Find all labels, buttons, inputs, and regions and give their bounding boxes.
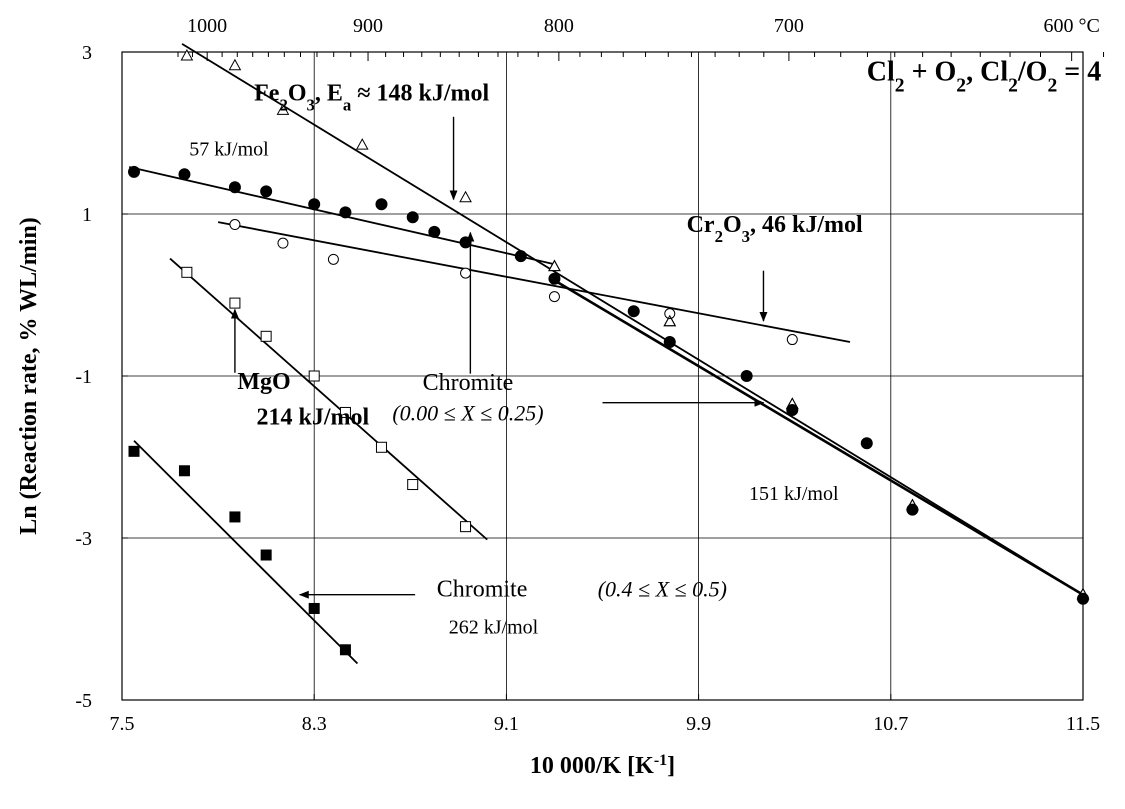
y-tick-label: 1 <box>82 204 92 226</box>
top-tick-label: 1000 <box>187 15 227 37</box>
data-point-filled-circle <box>740 370 753 382</box>
data-point-filled-circle <box>178 168 191 181</box>
data-point-open-circle <box>327 253 339 265</box>
fit-line <box>553 279 1084 596</box>
data-point-open-circle <box>786 334 798 346</box>
x-tick-label: 9.1 <box>494 713 519 735</box>
data-point-open-circle <box>548 291 560 303</box>
data-point-filled-circle <box>228 181 241 194</box>
data-point-triangle <box>276 103 290 115</box>
data-point-filled-circle <box>375 198 388 211</box>
data-point-open-circle <box>229 219 241 231</box>
data-point-open-square <box>460 521 472 533</box>
annotation-text: Fe2O3, Ea ≈ 148 kJ/mol <box>254 81 489 115</box>
top-tick-label: 700 <box>774 15 804 37</box>
data-point-filled-circle <box>428 225 441 238</box>
data-point-filled-circle <box>406 211 419 224</box>
data-point-open-square <box>181 266 193 278</box>
annotation-text: 57 kJ/mol <box>189 139 269 161</box>
arrows <box>230 116 768 599</box>
y-tick-label: -5 <box>75 690 92 712</box>
data-point-open-square <box>260 330 272 342</box>
data-point-triangle-overlay <box>663 314 677 327</box>
data-point-filled-square <box>229 511 241 523</box>
data-point-open-circle <box>277 237 289 249</box>
data-point-triangle <box>459 190 472 203</box>
data-point-filled-square <box>339 644 351 656</box>
annotation-text: Cl2 + O2, Cl2/O2 = 4 <box>867 56 1101 96</box>
annotation-text: 214 kJ/mol <box>257 405 370 431</box>
data-point-open-square <box>229 297 241 309</box>
annotation-text: MgO <box>237 369 290 395</box>
data-point-open-square <box>308 370 320 382</box>
annotation-text: 262 kJ/mol <box>449 617 539 639</box>
data-point-filled-square <box>260 549 272 561</box>
top-tick-label: 800 <box>544 15 574 37</box>
x-axis-label: 10 000/K [K-1] <box>530 752 675 780</box>
data-point-open-square <box>375 441 387 453</box>
tick-labels: 7.5 8.3 9.1 9.9 10.7 11.5 -5 -3 -1 1 3 1000 900 800 70… <box>75 15 1105 735</box>
data-points <box>128 49 1090 656</box>
data-point-filled-square <box>308 602 320 614</box>
data-point-triangle <box>548 259 561 272</box>
data-point-triangle-overlay <box>906 498 919 511</box>
y-tick-label: 3 <box>82 42 92 64</box>
top-tick-label: 900 <box>353 15 383 37</box>
annotation-text: Cr2O3, 46 kJ/mol <box>687 212 863 246</box>
x-tick-label: 10.7 <box>873 713 908 735</box>
fit-line <box>181 43 1084 596</box>
x-tick-label: 7.5 <box>110 713 135 735</box>
x-tick-label: 11.5 <box>1066 713 1100 735</box>
annotation-text: (0.00 ≤ X ≤ 0.25) <box>392 401 543 426</box>
fit-line <box>133 440 359 665</box>
data-point-triangle-overlay <box>548 259 561 272</box>
fit-line <box>169 257 488 541</box>
annotation-text: Chromite <box>437 576 528 602</box>
data-point-triangle <box>228 58 242 71</box>
data-point-filled-circle <box>308 198 321 211</box>
data-point-filled-square <box>178 465 190 477</box>
data-point-open-square <box>339 406 351 418</box>
y-axis-label: Ln (Reaction rate, % WL/min) <box>16 217 42 535</box>
data-point-filled-circle <box>786 404 799 417</box>
annotation-text: 151 kJ/mol <box>749 483 839 505</box>
data-point-filled-circle <box>514 250 527 263</box>
data-point-filled-circle <box>548 272 561 285</box>
data-point-filled-square <box>128 445 140 457</box>
annotation-text: (0.4 ≤ X ≤ 0.5) <box>598 576 727 601</box>
data-point-triangle <box>180 49 194 61</box>
annotation-text: Chromite <box>423 370 514 396</box>
data-point-filled-circle <box>459 236 472 249</box>
x-tick-label: 9.9 <box>686 713 711 735</box>
annotations: Cl2 + O2, Cl2/O2 = 4 Fe2O3, Ea ≈ 148 kJ/m… <box>189 56 1101 638</box>
data-point-filled-circle <box>663 335 676 348</box>
data-point-open-circle <box>460 267 472 279</box>
data-point-triangle <box>355 138 369 150</box>
top-tick-label: 600 °C <box>1043 15 1099 37</box>
data-point-triangle-overlay <box>785 397 799 409</box>
x-tick-label: 8.3 <box>302 713 327 735</box>
data-point-open-circle <box>664 308 676 320</box>
y-tick-label: -3 <box>75 528 92 550</box>
y-tick-label: -1 <box>75 366 92 388</box>
fit-lines <box>129 43 1084 665</box>
fit-line <box>217 221 851 343</box>
data-point-filled-circle <box>339 206 352 219</box>
data-point-filled-circle <box>260 185 273 198</box>
data-point-filled-circle <box>860 437 873 450</box>
data-point-open-square <box>407 479 419 491</box>
data-point-triangle-overlay <box>1076 587 1090 600</box>
data-point-filled-circle <box>128 165 141 178</box>
data-point-filled-circle <box>627 305 640 318</box>
